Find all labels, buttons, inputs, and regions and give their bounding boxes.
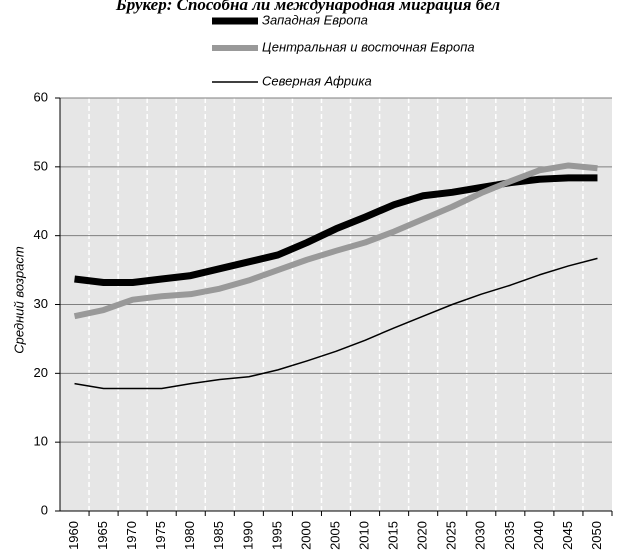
legend-label: Западная Европа	[262, 12, 368, 27]
legend-label: Северная Африка	[262, 73, 372, 88]
x-tick-label: 2000	[298, 521, 313, 550]
x-tick-label: 2050	[589, 521, 604, 550]
series-line	[73, 162, 598, 320]
y-tick-label: 0	[41, 502, 48, 517]
x-tick-label: 2045	[560, 521, 575, 550]
x-tick-label: 1995	[269, 521, 284, 550]
x-tick-label: 2020	[415, 521, 430, 550]
x-tick-label: 2005	[327, 521, 342, 550]
x-tick-label: 1980	[182, 521, 197, 550]
y-tick-label: 40	[34, 227, 48, 242]
y-tick-label: 50	[34, 158, 48, 173]
y-tick-label: 30	[34, 296, 48, 311]
x-tick-label: 2025	[444, 521, 459, 550]
x-tick-label: 1975	[153, 521, 168, 550]
x-tick-label: 1970	[124, 521, 139, 550]
x-tick-label: 2040	[531, 521, 546, 550]
y-tick-label: 10	[34, 434, 48, 449]
x-tick-label: 1990	[240, 521, 255, 550]
x-tick-label: 2030	[473, 521, 488, 550]
x-tick-label: 1965	[95, 521, 110, 550]
y-tick-label: 60	[34, 89, 48, 104]
series-line	[74, 257, 598, 390]
legend-label: Центральная и восточная Европа	[262, 39, 475, 54]
x-tick-label: 1960	[66, 521, 81, 550]
x-tick-label: 1985	[211, 521, 226, 550]
y-tick-label: 20	[34, 365, 48, 380]
chart-title: Брукер: Способна ли международная миграц…	[115, 0, 500, 14]
x-tick-label: 2035	[502, 521, 517, 550]
x-tick-label: 2010	[356, 521, 371, 550]
y-axis-label: Средний возраст	[11, 246, 26, 354]
x-tick-label: 2015	[386, 521, 401, 550]
